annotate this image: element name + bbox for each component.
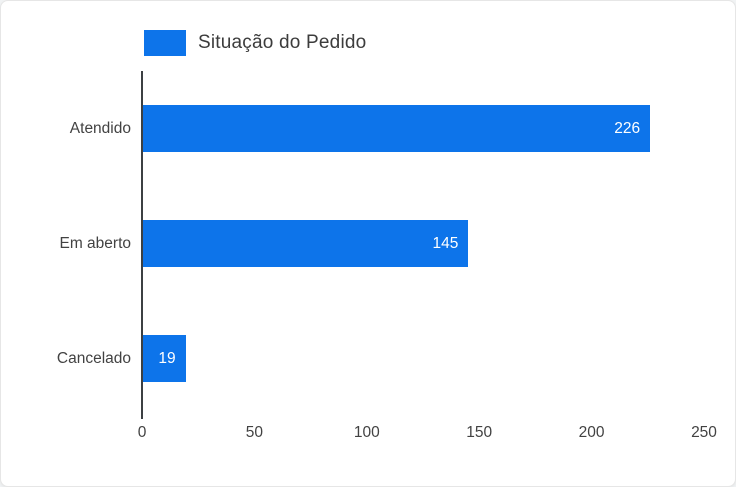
category-label-atendido: Atendido	[69, 120, 131, 137]
x-axis-tick-label: 50	[245, 424, 264, 441]
bar-cancelado[interactable]: 19	[143, 335, 186, 382]
category-label-cancelado: Cancelado	[56, 350, 131, 367]
x-axis-tick-label: 200	[578, 424, 605, 441]
bar-em-aberto[interactable]: 145	[143, 220, 469, 267]
x-axis-tick-label: 0	[137, 424, 147, 441]
bar-value-label: 145	[432, 235, 459, 252]
y-axis-line	[141, 71, 143, 419]
x-axis-tick-label: 150	[466, 424, 493, 441]
legend-label: Situação do Pedido	[198, 32, 367, 53]
category-label-em-aberto: Em aberto	[59, 235, 131, 252]
x-axis-tick-label: 250	[691, 424, 717, 441]
legend-swatch-icon	[144, 30, 186, 56]
chart-legend[interactable]: Situação do Pedido	[144, 30, 366, 56]
bar-value-label: 226	[614, 120, 641, 137]
bar-atendido[interactable]: 226	[143, 105, 651, 152]
x-axis-tick-label: 100	[353, 424, 380, 441]
bar-value-label: 19	[158, 350, 176, 367]
x-axis: 0 50 100 150 200 250	[138, 424, 717, 444]
plot-area: 226 145 19	[143, 71, 704, 419]
